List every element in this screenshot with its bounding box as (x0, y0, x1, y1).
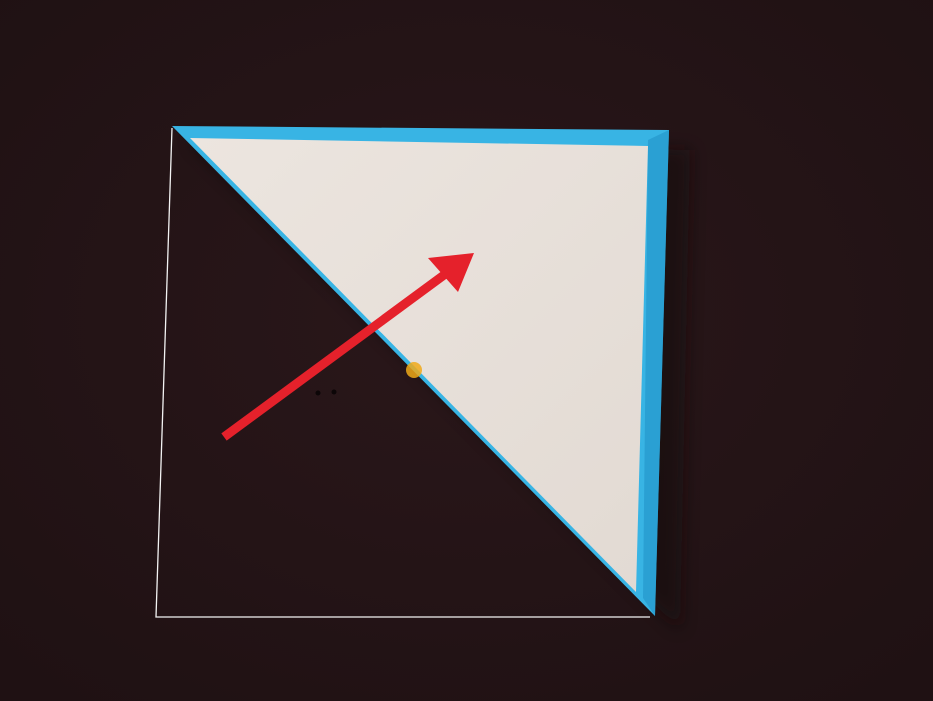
fold-guide-outline (155, 127, 650, 618)
arrow-head (428, 253, 474, 292)
dark-dot (331, 389, 337, 395)
orange-mark (406, 362, 422, 378)
arrow-shaft (221, 271, 447, 441)
fold-direction-arrow (221, 253, 474, 441)
dark-dot (315, 390, 321, 396)
paper-border-shade (643, 130, 669, 616)
